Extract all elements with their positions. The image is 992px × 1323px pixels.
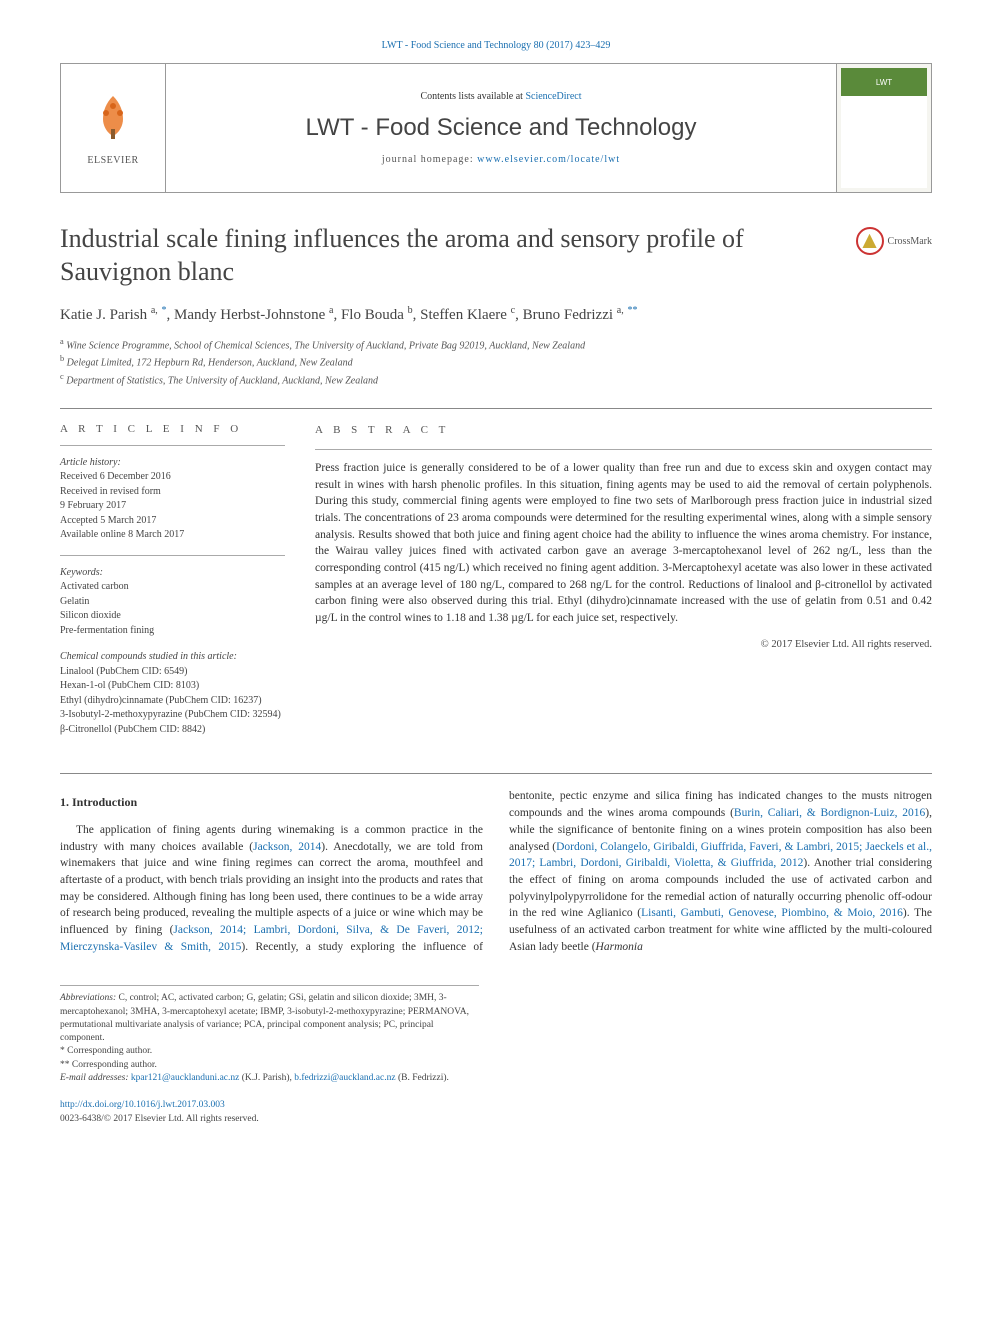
article-history: Article history: Received 6 December 201… xyxy=(60,456,285,543)
crossmark-icon xyxy=(856,227,884,255)
cover-label: LWT xyxy=(841,68,927,96)
compound: Hexan-1-ol (PubChem CID: 8103) xyxy=(60,679,285,694)
history-line: Available online 8 March 2017 xyxy=(60,528,285,543)
compounds-block: Chemical compounds studied in this artic… xyxy=(60,650,285,737)
species-name: Harmonia xyxy=(596,941,643,953)
abstract-heading: A B S T R A C T xyxy=(315,423,932,439)
doi-link[interactable]: http://dx.doi.org/10.1016/j.lwt.2017.03.… xyxy=(60,1100,225,1110)
sciencedirect-link[interactable]: ScienceDirect xyxy=(525,91,581,102)
history-line: Received 6 December 2016 xyxy=(60,470,285,485)
email-label: E-mail addresses: xyxy=(60,1073,131,1083)
article-info-heading: A R T I C L E I N F O xyxy=(60,423,285,435)
compound: 3-Isobutyl-2-methoxypyrazine (PubChem CI… xyxy=(60,708,285,723)
abstract-column: A B S T R A C T Press fraction juice is … xyxy=(315,423,932,750)
divider xyxy=(315,449,932,450)
corresponding-author-2: ** Corresponding author. xyxy=(60,1059,479,1072)
history-line: Received in revised form xyxy=(60,485,285,500)
bottom-matter: http://dx.doi.org/10.1016/j.lwt.2017.03.… xyxy=(60,1099,932,1126)
article-title: Industrial scale fining influences the a… xyxy=(60,223,932,288)
keywords-label: Keywords: xyxy=(60,566,285,581)
intro-paragraph: The application of fining agents during … xyxy=(60,788,932,955)
corresponding-author-1: * Corresponding author. xyxy=(60,1045,479,1058)
citation-link[interactable]: Burin, Caliari, & Bordignon-Luiz, 2016 xyxy=(734,807,925,819)
elsevier-name: ELSEVIER xyxy=(87,155,138,166)
compound: β-Citronellol (PubChem CID: 8842) xyxy=(60,723,285,738)
crossmark-label: CrossMark xyxy=(888,236,932,247)
divider xyxy=(60,445,285,446)
email-addresses: E-mail addresses: kpar121@aucklanduni.ac… xyxy=(60,1072,479,1085)
divider xyxy=(60,555,285,556)
crossmark-badge[interactable]: CrossMark xyxy=(856,227,932,255)
footnotes: Abbreviations: C, control; AC, activated… xyxy=(60,985,479,1085)
affiliations: a Wine Science Programme, School of Chem… xyxy=(60,336,932,388)
abbr-label: Abbreviations: xyxy=(60,993,116,1003)
elsevier-tree-icon xyxy=(88,91,138,151)
history-line: 9 February 2017 xyxy=(60,499,285,514)
elsevier-logo: ELSEVIER xyxy=(61,64,166,192)
homepage-line: journal homepage: www.elsevier.com/locat… xyxy=(382,154,620,165)
abstract-copyright: © 2017 Elsevier Ltd. All rights reserved… xyxy=(315,637,932,652)
issn-copyright: 0023-6438/© 2017 Elsevier Ltd. All right… xyxy=(60,1114,259,1124)
journal-header: ELSEVIER Contents lists available at Sci… xyxy=(60,63,932,193)
contents-line: Contents lists available at ScienceDirec… xyxy=(420,91,581,102)
journal-cover-thumbnail: LWT xyxy=(836,64,931,192)
keyword: Silicon dioxide xyxy=(60,609,285,624)
divider xyxy=(60,408,932,409)
citation-link[interactable]: Lisanti, Gambuti, Genovese, Piombino, & … xyxy=(641,907,903,919)
email-who: (K.J. Parish), xyxy=(239,1073,294,1083)
abstract-text: Press fraction juice is generally consid… xyxy=(315,460,932,627)
compound: Ethyl (dihydro)cinnamate (PubChem CID: 1… xyxy=(60,694,285,709)
header-center: Contents lists available at ScienceDirec… xyxy=(166,64,836,192)
contents-prefix: Contents lists available at xyxy=(420,91,525,102)
cover-image-placeholder xyxy=(841,96,927,188)
history-label: Article history: xyxy=(60,456,285,471)
journal-citation: LWT - Food Science and Technology 80 (20… xyxy=(60,40,932,51)
compound: Linalool (PubChem CID: 6549) xyxy=(60,665,285,680)
email-who: (B. Fedrizzi). xyxy=(396,1073,449,1083)
email-link[interactable]: b.fedrizzi@auckland.ac.nz xyxy=(294,1073,395,1083)
history-line: Accepted 5 March 2017 xyxy=(60,514,285,529)
email-link[interactable]: kpar121@aucklanduni.ac.nz xyxy=(131,1073,239,1083)
keyword: Gelatin xyxy=(60,595,285,610)
body-columns: 1. Introduction The application of finin… xyxy=(60,788,932,955)
compounds-label: Chemical compounds studied in this artic… xyxy=(60,650,285,665)
keyword: Activated carbon xyxy=(60,580,285,595)
divider xyxy=(60,773,932,774)
homepage-prefix: journal homepage: xyxy=(382,154,477,165)
abbr-text: C, control; AC, activated carbon; G, gel… xyxy=(60,993,469,1043)
keyword: Pre-fermentation fining xyxy=(60,624,285,639)
article-info-column: A R T I C L E I N F O Article history: R… xyxy=(60,423,285,750)
keywords-block: Keywords: Activated carbonGelatinSilicon… xyxy=(60,566,285,639)
abbreviations: Abbreviations: C, control; AC, activated… xyxy=(60,992,479,1045)
citation-link[interactable]: Jackson, 2014 xyxy=(253,841,321,853)
authors-line: Katie J. Parish a, *, Mandy Herbst-Johns… xyxy=(60,304,932,326)
homepage-link[interactable]: www.elsevier.com/locate/lwt xyxy=(477,154,620,165)
introduction-heading: 1. Introduction xyxy=(60,794,483,811)
journal-name: LWT - Food Science and Technology xyxy=(306,114,697,142)
